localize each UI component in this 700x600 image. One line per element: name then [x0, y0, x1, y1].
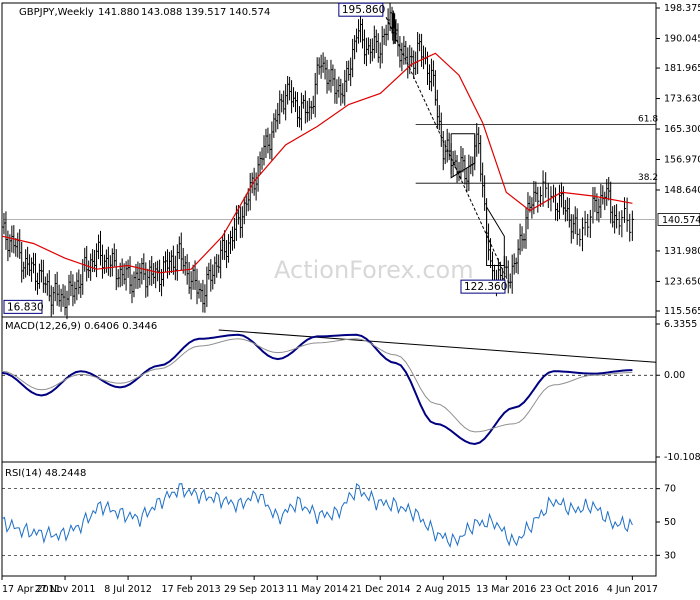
- price-title: GBPJPY,Weekly: [19, 7, 94, 18]
- x-tick-label: 4 Jun 2017: [607, 584, 658, 595]
- downtrend-dashed-line: [385, 16, 511, 287]
- fib-level-label: 61.8: [638, 115, 658, 125]
- price-ohlc-close: 140.574: [229, 7, 270, 18]
- x-tick-label: 17 Apr 2011: [2, 584, 61, 595]
- price-tick-label: 131.980: [664, 246, 700, 257]
- rsi-tick-label: 30: [664, 550, 676, 561]
- x-tick-label: 23 Oct 2016: [540, 584, 599, 595]
- flag-pattern-1: [450, 133, 476, 179]
- flag-pattern-2: [486, 206, 505, 267]
- price-callout-box: [3, 299, 43, 314]
- price-tick-label: 115.565: [664, 306, 700, 317]
- macd-signal-line: [1, 338, 633, 433]
- price-callout-label: 16.830: [7, 301, 44, 313]
- x-tick-label: 2 Aug 2015: [416, 584, 471, 595]
- last-price-box: [657, 213, 700, 226]
- x-tick-label: 11 May 2014: [286, 584, 348, 595]
- price-panel-frame: [1, 2, 657, 318]
- price-callout-box: [460, 279, 506, 294]
- rsi-panel-frame: [1, 461, 657, 577]
- price-tick-label: 123.650: [664, 276, 700, 287]
- x-tick-label: 8 Jul 2012: [104, 584, 152, 595]
- price-callout-label: 122.360: [464, 281, 507, 293]
- macd-tick-label: -10.1082: [664, 452, 700, 463]
- x-tick-label: 27 Nov 2011: [35, 584, 96, 595]
- rsi-line: [1, 482, 633, 548]
- price-ohlc-open: 141.880: [98, 7, 139, 18]
- moving-average-line: [1, 52, 633, 274]
- price-tick-label: 181.965: [664, 63, 700, 74]
- price-tick-label: 156.970: [664, 155, 700, 166]
- macd-tick-label: 0.00: [664, 370, 685, 381]
- macd-title: MACD(12,26,9) 0.6406 0.3446: [5, 321, 157, 332]
- price-tick-label: 165.300: [664, 124, 700, 135]
- price-tick-label: 190.045: [664, 33, 700, 44]
- price-tick-label: 148.640: [664, 185, 700, 196]
- price-tick-label: 198.375: [664, 3, 700, 14]
- fib-level-label: 38.2: [638, 173, 658, 183]
- rsi-title: RSI(14) 48.2448: [5, 468, 86, 479]
- x-tick-label: 29 Sep 2013: [224, 584, 284, 595]
- price-tick-label: 173.630: [664, 94, 700, 105]
- macd-tick-label: 6.3355: [664, 319, 697, 330]
- x-tick-label: 17 Feb 2013: [162, 584, 221, 595]
- rsi-tick-label: 50: [664, 517, 676, 528]
- macd-trendline: [218, 329, 657, 363]
- macd-line: [1, 333, 633, 446]
- x-tick-label: 13 Mar 2016: [476, 584, 536, 595]
- price-ohlc-high: 143.088: [141, 7, 182, 18]
- last-price-label: 140.574: [662, 215, 700, 226]
- rsi-tick-label: 70: [664, 484, 676, 495]
- price-callout-label: 195.860: [342, 4, 385, 16]
- price-callout-box: [338, 2, 384, 17]
- x-tick-label: 21 Dec 2014: [350, 584, 411, 595]
- price-ohlc-low: 139.517: [185, 7, 226, 18]
- macd-panel-frame: [1, 316, 657, 463]
- watermark: ActionForex.com: [274, 256, 474, 284]
